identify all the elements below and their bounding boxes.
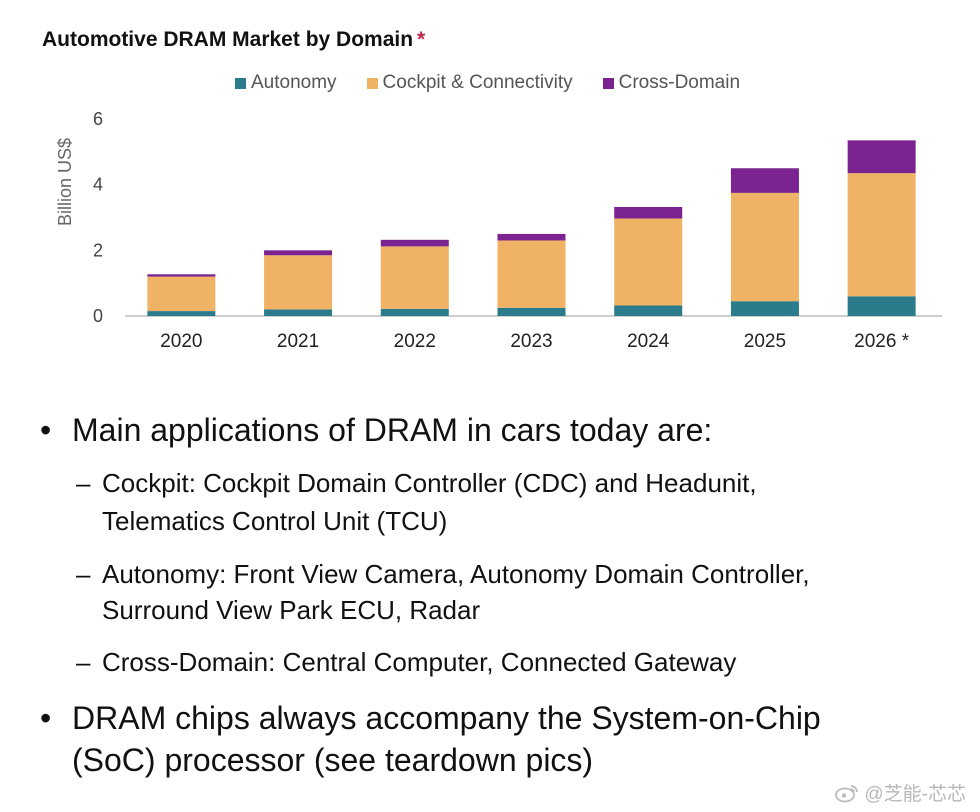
y-tick-label: 4 — [93, 175, 103, 195]
bar-cockpit-connectivity-2024 — [614, 218, 683, 306]
watermark-text: @芝能-芯芯 — [864, 784, 966, 805]
bar-cockpit-connectivity-2023 — [497, 240, 566, 308]
subbullet-autonomy-cont: Surround View Park ECU, Radar — [102, 592, 480, 628]
bullet-dram-soc-cont: (SoC) processor (see teardown pics) — [72, 739, 593, 781]
y-tick-label: 0 — [93, 306, 103, 326]
weibo-icon — [835, 784, 859, 802]
bar-cross-domain-2026 — [847, 140, 916, 174]
subbullet-cockpit-line2: Telematics Control Unit (TCU) — [102, 506, 448, 536]
subbullet-cross-domain: – Cross-Domain: Central Computer, Connect… — [76, 647, 737, 677]
bar-autonomy-2025 — [730, 301, 799, 316]
subbullet-cross-domain-line1: Cross-Domain: Central Computer, Connecte… — [102, 647, 737, 677]
subbullet-cockpit-line1: Cockpit: Cockpit Domain Controller (CDC)… — [102, 468, 757, 498]
y-axis-label: Billion US$ — [55, 138, 75, 226]
title-asterisk: * — [417, 28, 426, 51]
bar-cross-domain-2024 — [614, 206, 683, 219]
bullet-dram-soc-line2: (SoC) processor (see teardown pics) — [72, 742, 594, 778]
subbullet-cockpit: – Cockpit: Cockpit Domain Controller (CDC… — [76, 468, 757, 498]
bar-cockpit-connectivity-2026 — [847, 173, 916, 297]
bar-autonomy-2022 — [380, 308, 449, 316]
x-tick-label: 2025 — [744, 331, 786, 352]
bar-cross-domain-2025 — [730, 168, 799, 193]
bar-autonomy-2021 — [264, 309, 333, 316]
chart-legend: Autonomy Cockpit & Connectivity Cross-Do… — [235, 72, 770, 94]
y-tick-label: 6 — [93, 109, 103, 129]
bullet-dram-soc-line1: DRAM chips always accompany the System-o… — [72, 700, 821, 736]
bar-autonomy-2026 — [847, 296, 916, 316]
legend-swatch-cockpit — [366, 77, 378, 89]
legend-swatch-autonomy — [235, 77, 246, 89]
legend-label-cockpit: Cockpit & Connectivity — [382, 72, 573, 93]
x-tick-label: 2020 — [160, 331, 202, 352]
bar-cockpit-connectivity-2021 — [264, 255, 333, 310]
bar-cockpit-connectivity-2022 — [380, 246, 449, 309]
legend-label-autonomy: Autonomy — [251, 72, 337, 93]
bar-autonomy-2024 — [614, 305, 683, 316]
legend-swatch-cross-domain — [602, 77, 614, 89]
watermark: @芝能-芯芯 — [834, 779, 966, 806]
x-tick-label: 2023 — [510, 331, 552, 352]
chart-title: Automotive DRAM Market by Domain * — [42, 28, 425, 52]
bar-autonomy-2023 — [497, 307, 566, 316]
x-tick-label: 2022 — [394, 331, 436, 352]
bar-cross-domain-2023 — [497, 233, 566, 241]
subbullet-autonomy-line1: Autonomy: Front View Camera, Autonomy Do… — [102, 559, 810, 589]
legend-item-cross-domain: Cross-Domain — [602, 72, 741, 94]
subbullet-autonomy-line2: Surround View Park ECU, Radar — [102, 595, 481, 625]
bullet-main-applications-text: Main applications of DRAM in cars today … — [72, 412, 713, 448]
bar-cockpit-connectivity-2020 — [147, 276, 216, 312]
chart-title-text: Automotive DRAM Market by Domain — [42, 28, 414, 51]
bar-cross-domain-2022 — [380, 239, 449, 247]
bar-cross-domain-2020 — [147, 274, 216, 277]
bullet-dram-soc: • DRAM chips always accompany the System-… — [40, 700, 821, 736]
bar-cockpit-connectivity-2025 — [730, 192, 799, 302]
bar-cross-domain-2021 — [264, 250, 333, 256]
legend-item-autonomy: Autonomy — [235, 72, 337, 94]
stacked-bar-chart: Billion US$ 0 2 4 6 2020 2021 2022 2023 2024 2025 2… — [55, 109, 942, 352]
x-tick-label: 2026 * — [854, 331, 910, 352]
bullet-main-applications: • Main applications of DRAM in cars today… — [40, 412, 713, 448]
legend-item-cockpit: Cockpit & Connectivity — [366, 72, 573, 94]
y-tick-label: 2 — [93, 240, 103, 260]
x-tick-label: 2021 — [277, 331, 319, 352]
subbullet-cockpit-cont: Telematics Control Unit (TCU) — [102, 503, 447, 539]
bar-autonomy-2020 — [147, 311, 216, 316]
x-tick-label: 2024 — [627, 331, 670, 352]
legend-label-cross-domain: Cross-Domain — [618, 72, 741, 93]
subbullet-autonomy: – Autonomy: Front View Camera, Autonomy D… — [76, 559, 810, 589]
